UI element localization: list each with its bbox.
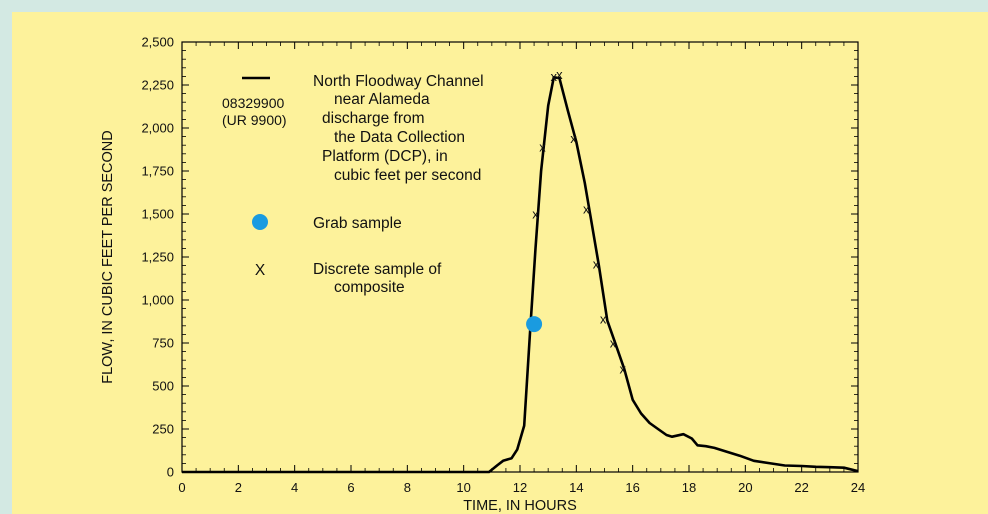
legend-line-text-5: Platform (DCP), in [322,148,448,165]
x-tick-label: 4 [291,480,298,495]
discrete-sample-marker: x [583,201,590,216]
flow-chart: 0 2 4 6 8 10 12 14 16 18 20 22 24 02505007501,0001,2… [100,35,865,514]
y-tick-label: 0 [167,465,174,480]
y-tick-label: 1,500 [141,207,174,222]
legend-line-text-4: the Data Collection [334,129,465,146]
discrete-sample-marker: x [556,67,563,82]
x-tick-label: 0 [178,480,185,495]
y-tick-label: 2,500 [141,35,174,50]
x-tick-label: 20 [738,480,752,495]
legend-line-text-6: cubic feet per second [334,167,481,184]
legend-grab-swatch [252,214,268,230]
y-tick-label: 1,000 [141,293,174,308]
x-tick-label: 16 [625,480,639,495]
x-tick-label: 6 [347,480,354,495]
legend-discrete-symbol: X [255,262,266,279]
x-tick-label: 22 [794,480,808,495]
discrete-sample-marker: x [600,311,607,326]
legend: 08329900 (UR 9900) North Floodway Channe… [222,73,484,296]
y-tick-label: 1,250 [141,250,174,265]
x-tick-label: 24 [851,480,865,495]
x-tick-label: 12 [513,480,527,495]
discrete-sample-marker: x [551,69,558,84]
y-tick-label: 1,750 [141,164,174,179]
discrete-sample-marker: x [539,139,546,154]
x-tick-label: 10 [456,480,470,495]
legend-line-text-3: discharge from [322,110,425,127]
discrete-sample-marker: x [570,131,577,146]
legend-discrete-text-2: composite [334,279,405,296]
discrete-sample-marker: x [593,256,600,271]
x-tick-label: 8 [404,480,411,495]
discharge-line [182,76,859,474]
discrete-sample-marker: x [620,361,627,376]
x-tick-label: 18 [682,480,696,495]
y-axis-title: FLOW, IN CUBIC FEET PER SECOND [100,130,116,384]
y-tick-label: 750 [152,336,174,351]
y-tick-label: 500 [152,379,174,394]
y-tick-label: 2,000 [141,121,174,136]
legend-grab-text: Grab sample [313,215,402,232]
discrete-sample-marker: x [532,207,539,222]
y-tick-label: 2,250 [141,78,174,93]
legend-line-text-2: near Alameda [334,91,430,108]
y-tick-label: 250 [152,422,174,437]
x-axis-title: TIME, IN HOURS [463,498,577,514]
legend-line-text-1: North Floodway Channel [313,73,484,90]
legend-discrete-text-1: Discrete sample of [313,261,442,278]
chart-panel: 0 2 4 6 8 10 12 14 16 18 20 22 24 0 250 500 750 1,000 1,2… [12,12,988,514]
legend-station-ur: (UR 9900) [222,112,287,128]
x-axis: 0 2 4 6 8 10 12 14 16 18 20 22 24 [178,42,865,495]
grab-sample-marker [526,316,543,333]
y-axis: 0 250 500 750 1,000 1,250 1,500 1,750 2,000 2,250… [141,35,858,480]
x-tick-label: 14 [569,480,583,495]
discrete-sample-marker: x [610,336,617,351]
legend-station-id: 08329900 [222,95,285,111]
x-tick-label: 2 [235,480,242,495]
